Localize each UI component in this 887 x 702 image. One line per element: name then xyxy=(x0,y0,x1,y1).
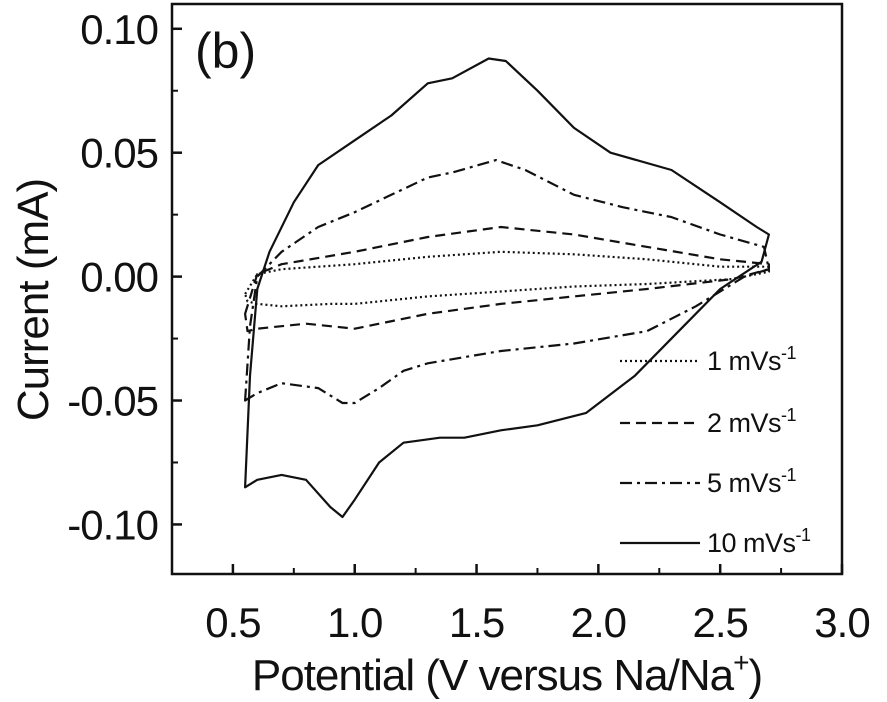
x-tick-labels: 0.5 1.0 1.5 2.0 2.5 3.0 xyxy=(205,599,870,646)
legend-label: 2 mVs-1 xyxy=(707,405,797,438)
legend: 1 mVs-1 2 mVs-1 5 mVs-1 10 mVs-1 xyxy=(620,343,812,558)
x-axis-title: Potential (V versus Na/Na+) xyxy=(252,647,762,700)
series-line-3 xyxy=(244,159,770,405)
panel-label: (b) xyxy=(195,23,256,79)
y-axis-title: Current (mA) xyxy=(9,179,58,421)
y-tick-label: 0.00 xyxy=(80,254,158,301)
y-tick-label: -0.10 xyxy=(67,501,158,548)
y-tick-label: 0.10 xyxy=(80,6,158,53)
y-tick-labels: 0.10 0.05 0.00 -0.05 -0.10 xyxy=(67,6,159,549)
x-tick-label: 0.5 xyxy=(205,599,260,646)
series-group xyxy=(244,57,770,519)
x-tick-label: 1.5 xyxy=(449,599,504,646)
axis-ticks xyxy=(172,27,844,574)
legend-label: 1 mVs-1 xyxy=(707,343,797,376)
x-tick-label: 1.0 xyxy=(327,599,382,646)
y-tick-label: 0.05 xyxy=(80,130,158,177)
x-tick-label: 2.5 xyxy=(692,599,747,646)
plot-frame xyxy=(170,2,844,576)
series-line-2 xyxy=(244,225,770,333)
x-tick-label: 3.0 xyxy=(814,599,869,646)
x-tick-label: 2.0 xyxy=(571,599,626,646)
series-line-4 xyxy=(244,57,770,519)
legend-label: 5 mVs-1 xyxy=(707,465,797,498)
legend-label: 10 mVs-1 xyxy=(707,525,811,558)
series-line-1 xyxy=(244,250,770,308)
y-tick-label: -0.05 xyxy=(67,378,158,425)
